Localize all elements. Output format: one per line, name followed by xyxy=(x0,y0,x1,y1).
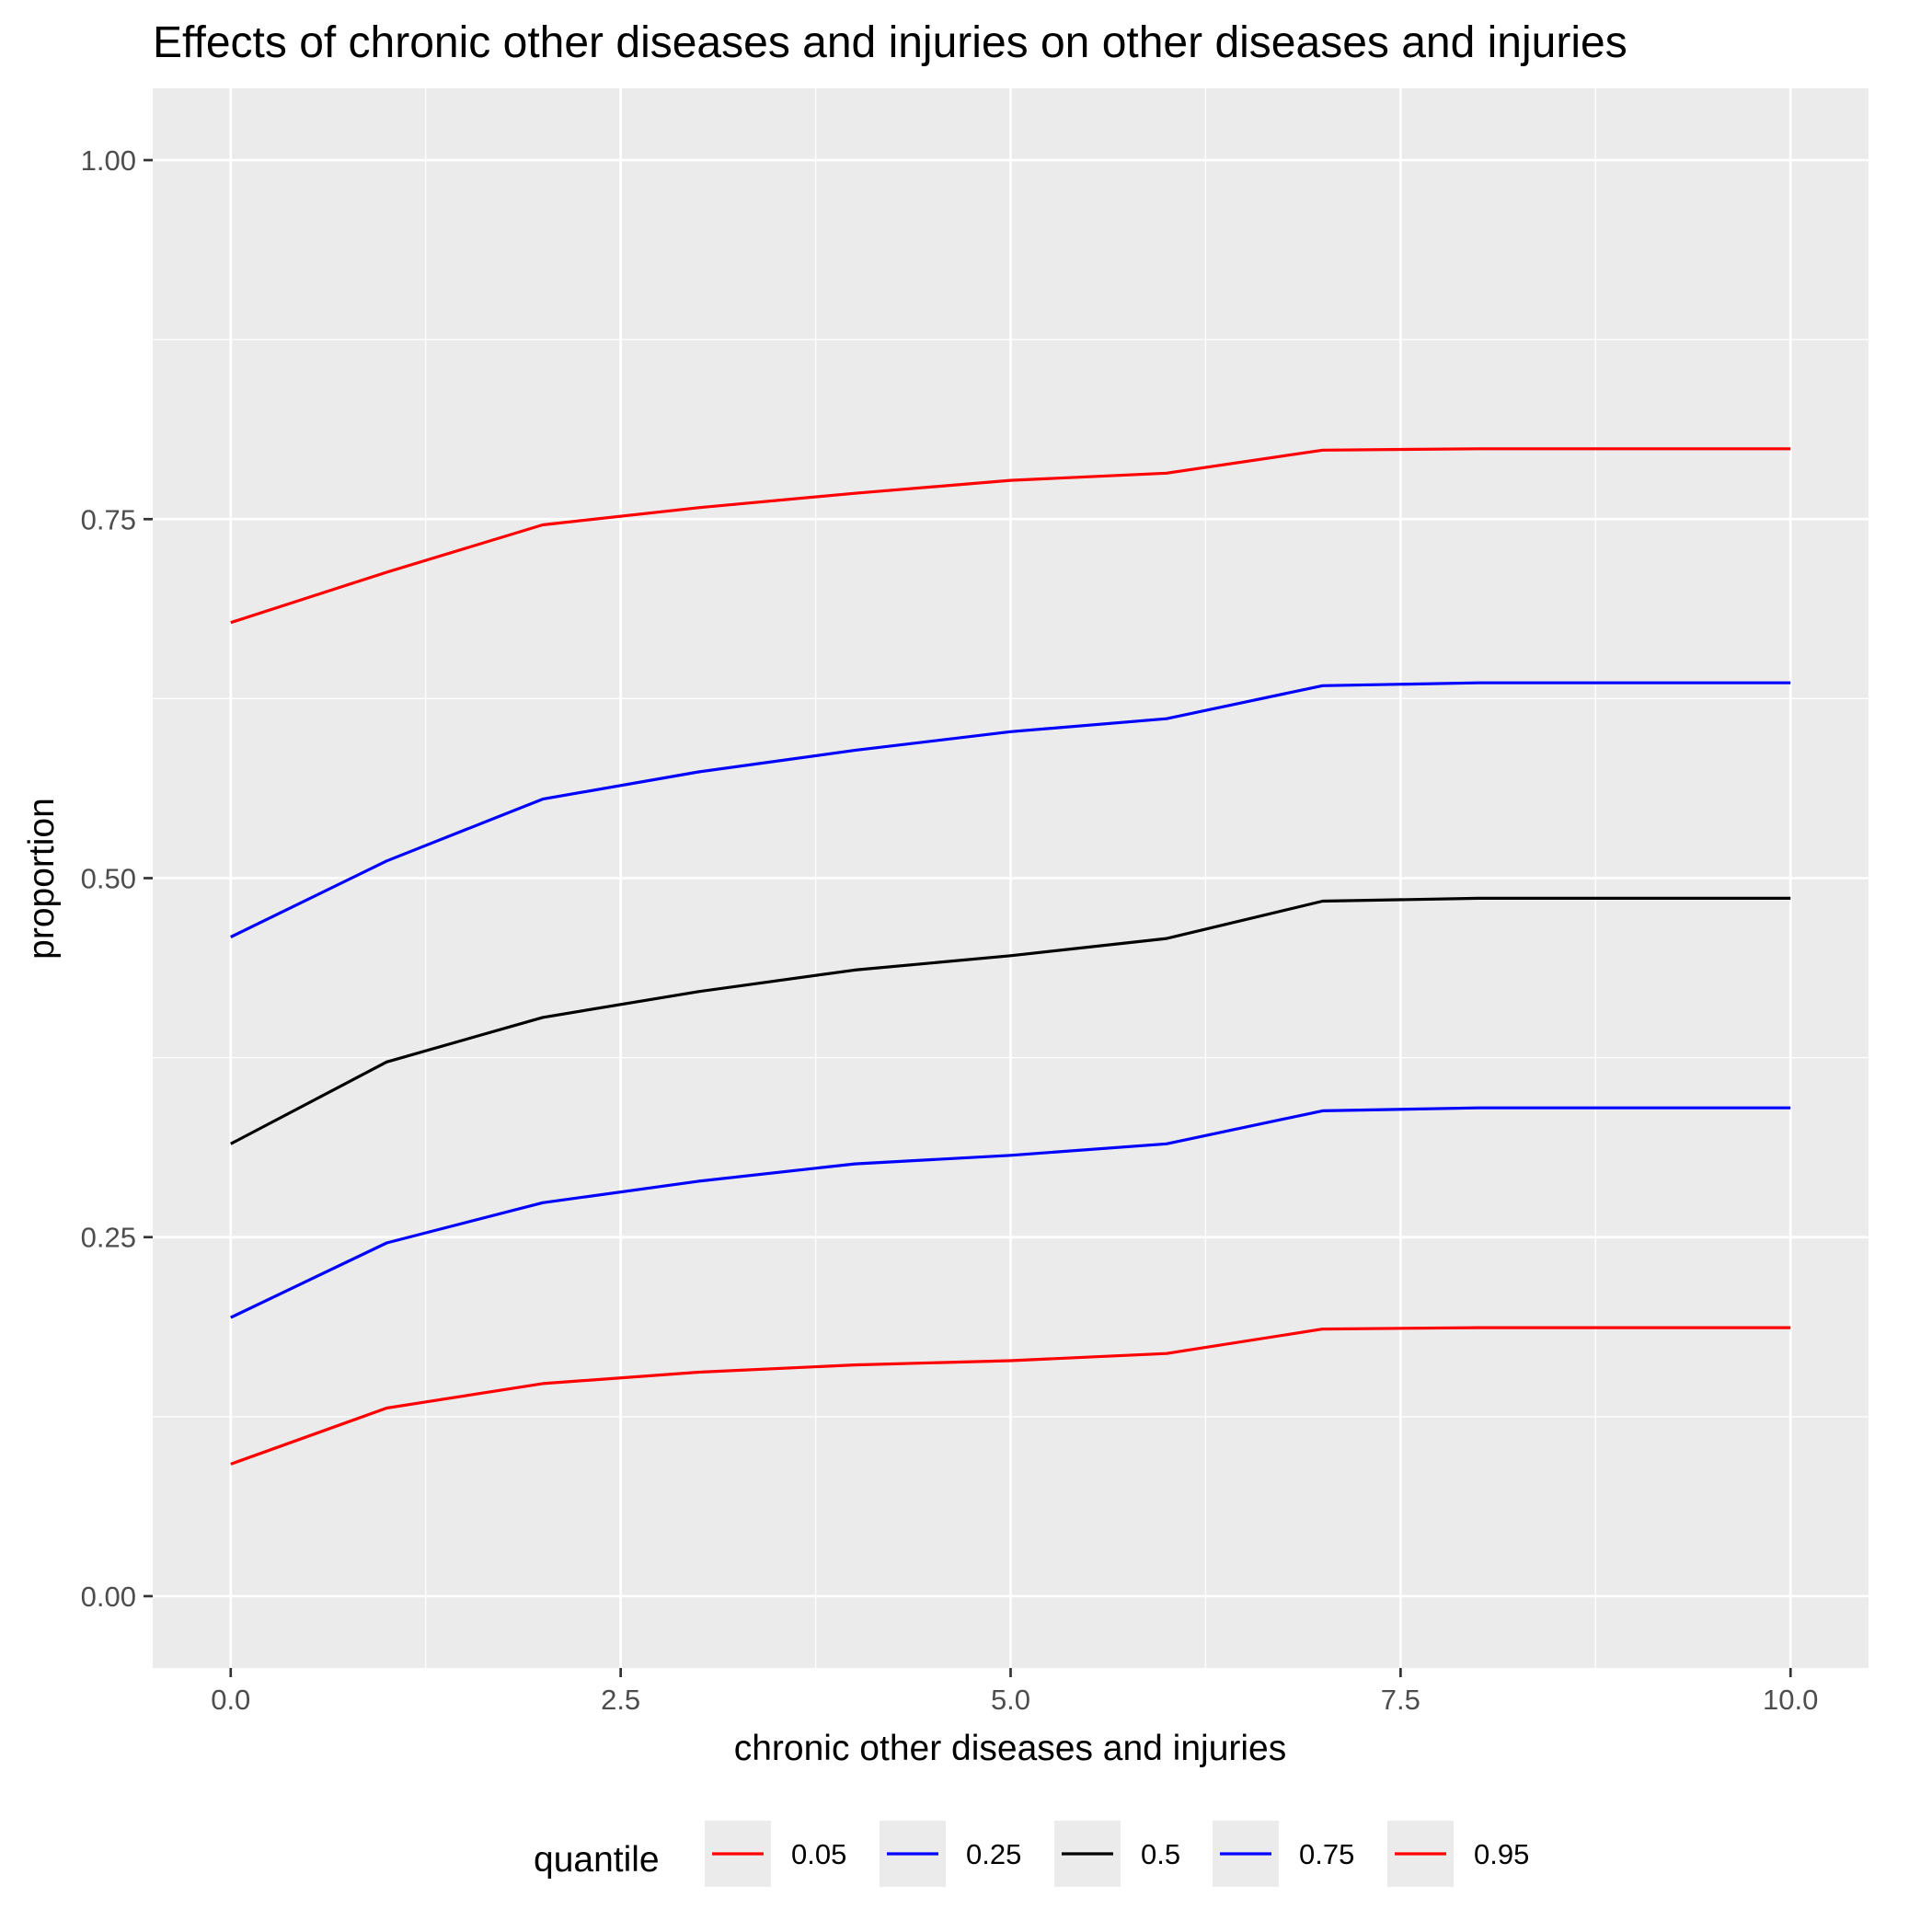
chart-title: Effects of chronic other diseases and in… xyxy=(153,18,1627,67)
series-line-0.95 xyxy=(230,447,1791,625)
x-tick-label: 5.0 xyxy=(991,1684,1030,1716)
y-tick-label: 0.00 xyxy=(81,1581,136,1613)
x-tick-label: 2.5 xyxy=(601,1684,640,1716)
legend-title: quantile xyxy=(534,1840,660,1880)
series-line-0.5 xyxy=(230,896,1791,1145)
y-axis-title: proportion xyxy=(22,798,62,960)
series-line-0.75 xyxy=(230,681,1791,938)
series-line-0.05 xyxy=(230,1326,1791,1466)
series-lines xyxy=(230,447,1791,1466)
legend-label: 0.5 xyxy=(1141,1838,1180,1870)
x-tick-label: 10.0 xyxy=(1763,1684,1818,1716)
y-axis: 0.00 0.25 0.50 0.75 1.00 xyxy=(81,144,153,1613)
legend-label: 0.75 xyxy=(1299,1838,1354,1870)
x-tick-label: 7.5 xyxy=(1381,1684,1420,1716)
legend-label: 0.25 xyxy=(966,1838,1021,1870)
legend-label: 0.05 xyxy=(791,1838,846,1870)
x-axis: 0.0 2.5 5.0 7.5 10.0 xyxy=(211,1668,1818,1716)
grid-major xyxy=(153,88,1869,1668)
x-tick-label: 0.0 xyxy=(211,1684,250,1716)
y-tick-label: 0.50 xyxy=(81,863,136,895)
legend: quantile 0.05 0.25 0.5 0.75 0.95 xyxy=(534,1821,1529,1887)
y-tick-label: 0.25 xyxy=(81,1222,136,1254)
y-tick-label: 0.75 xyxy=(81,503,136,535)
legend-label: 0.95 xyxy=(1474,1838,1529,1870)
series-line-0.25 xyxy=(230,1106,1791,1319)
y-tick-label: 1.00 xyxy=(81,144,136,177)
x-axis-title: chronic other diseases and injuries xyxy=(734,1729,1287,1768)
